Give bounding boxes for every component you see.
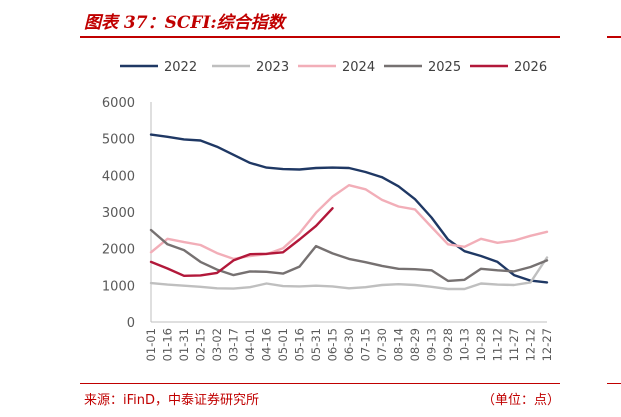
x-tick-label: 08-14 <box>392 328 406 361</box>
footer-divider <box>80 383 560 384</box>
unit-note: （单位：点） <box>482 393 561 408</box>
x-tick-label: 03-17 <box>227 328 241 361</box>
chart-title: 图表 37：SCFI:综合指数 <box>84 13 285 33</box>
x-tick-label: 04-16 <box>260 328 274 361</box>
x-tick-label: 09-28 <box>441 328 455 361</box>
x-tick-label: 01-16 <box>161 328 175 361</box>
x-axis: 01-01 01-16 01-31 02-15 03-02 03-17 04-01 04-16… <box>144 321 554 361</box>
x-tick-label: 07-15 <box>359 328 373 361</box>
chart-legend: 2022 2023 2024 2025 2026 <box>120 60 547 75</box>
y-axis: 0 1000 2000 3000 4000 5000 6000 <box>102 96 152 331</box>
y-tick-label: 4000 <box>102 169 135 184</box>
series-line-2023 <box>149 256 549 291</box>
legend-label-2022: 2022 <box>164 60 197 75</box>
x-tick-label: 04-01 <box>243 328 257 361</box>
side-footer-divider <box>607 383 621 384</box>
legend-label-2024: 2024 <box>342 60 375 75</box>
legend-label-2026: 2026 <box>514 60 547 75</box>
x-tick-label: 10-28 <box>474 328 488 361</box>
series-line-2024 <box>149 183 549 261</box>
line-chart: 2022 2023 2024 2025 2026 0 1000 2000 3000 4000 50… <box>102 60 554 361</box>
y-tick-label: 3000 <box>102 206 135 221</box>
title-divider <box>80 36 560 38</box>
x-tick-label: 03-02 <box>210 328 224 361</box>
x-tick-label: 05-31 <box>309 328 323 361</box>
x-tick-label: 09-13 <box>425 328 439 361</box>
source-note: 来源：iFinD，中泰证券研究所 <box>84 393 260 408</box>
x-tick-label: 11-27 <box>507 328 521 361</box>
x-tick-label: 10-13 <box>458 328 472 361</box>
legend-label-2023: 2023 <box>256 60 289 75</box>
series-line-2022 <box>149 133 549 284</box>
side-divider <box>607 36 621 38</box>
x-tick-label: 01-31 <box>177 328 191 361</box>
x-tick-label: 05-01 <box>276 328 290 361</box>
plot-area <box>149 133 549 291</box>
series-line-2026 <box>149 207 334 277</box>
x-tick-label: 06-15 <box>326 328 340 361</box>
y-tick-label: 2000 <box>102 243 135 258</box>
x-tick-label: 12-27 <box>540 328 554 361</box>
y-tick-label: 1000 <box>102 279 135 294</box>
y-tick-label: 0 <box>127 316 135 331</box>
y-tick-label: 6000 <box>102 96 135 111</box>
x-tick-label: 06-30 <box>342 328 356 361</box>
x-tick-label: 02-15 <box>194 328 208 361</box>
x-tick-label: 05-16 <box>293 328 307 361</box>
series-line-2025 <box>149 228 549 283</box>
x-tick-label: 11-12 <box>491 328 505 361</box>
x-tick-label: 08-29 <box>408 328 422 361</box>
x-tick-label: 12-12 <box>524 328 538 361</box>
y-tick-label: 5000 <box>102 133 135 148</box>
x-tick-label: 01-01 <box>144 328 158 361</box>
legend-label-2025: 2025 <box>428 60 461 75</box>
x-tick-label: 07-30 <box>375 328 389 361</box>
